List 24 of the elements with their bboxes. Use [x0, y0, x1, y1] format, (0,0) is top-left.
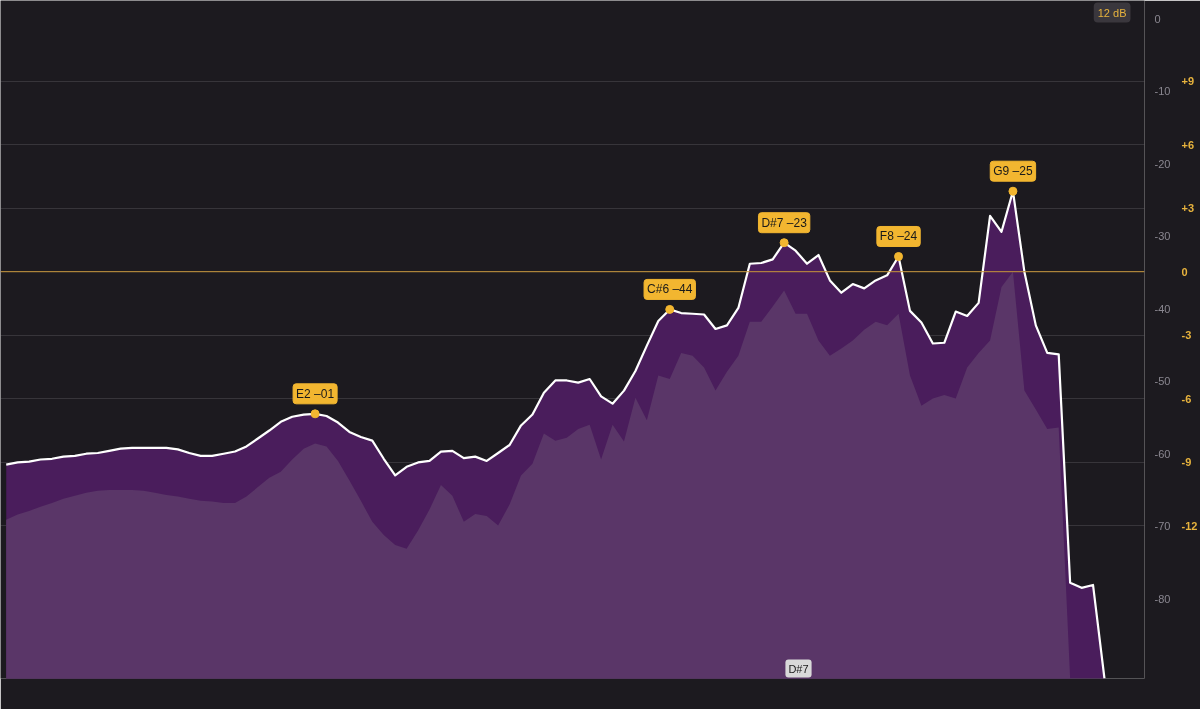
y2-tick-label: +6 [1181, 138, 1195, 151]
y2-tick-label: 0 [1181, 265, 1188, 278]
y2-tick-label: +3 [1181, 202, 1195, 215]
y-tick-label: -50 [1154, 375, 1171, 388]
y-tick-label: -10 [1154, 85, 1171, 98]
y-tick-label: -30 [1154, 230, 1171, 243]
y-tick-label: -80 [1154, 592, 1171, 605]
annotation: E2 –01 [296, 386, 335, 401]
y2-tick-label: -9 [1181, 456, 1192, 469]
annotation: 12 dB [1097, 6, 1127, 19]
y-tick-label: 0 [1154, 12, 1161, 25]
y-tick-label: -60 [1154, 447, 1171, 460]
annotation: F8 –24 [879, 229, 918, 244]
y2-tick-label: +9 [1181, 75, 1195, 88]
annotation: D#7 –23 [761, 215, 808, 230]
y2-tick-label: -6 [1181, 392, 1192, 405]
y-tick-label: -20 [1154, 157, 1171, 170]
y-tick-label: -70 [1154, 520, 1171, 533]
annotation: C#6 –44 [647, 282, 693, 297]
y2-tick-label: -3 [1181, 329, 1192, 342]
y-tick-label: -40 [1154, 302, 1171, 315]
annotation: D#7 [788, 662, 809, 675]
y2-tick-label: -12 [1181, 519, 1198, 532]
annotation: G9 –25 [993, 164, 1033, 179]
